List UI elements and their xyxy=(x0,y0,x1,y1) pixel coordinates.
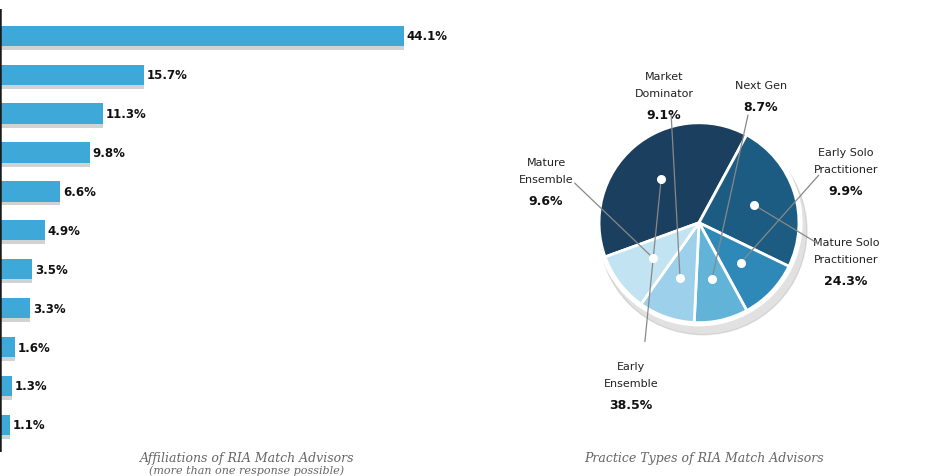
Bar xyxy=(0,261,32,284)
Bar xyxy=(0,221,45,241)
Text: Ensemble: Ensemble xyxy=(604,378,658,388)
Text: 44.1%: 44.1% xyxy=(406,30,447,43)
Text: 9.6%: 9.6% xyxy=(528,195,563,208)
Bar xyxy=(0,298,30,318)
Text: 6.6%: 6.6% xyxy=(63,186,96,198)
Bar xyxy=(0,67,144,89)
Text: 8.7%: 8.7% xyxy=(744,100,778,114)
Text: 24.3%: 24.3% xyxy=(824,275,868,288)
Text: Practitioner: Practitioner xyxy=(814,165,878,175)
Wedge shape xyxy=(694,223,747,323)
Bar xyxy=(0,104,103,124)
Text: 9.8%: 9.8% xyxy=(92,147,125,159)
Bar xyxy=(0,28,404,50)
Text: Mature: Mature xyxy=(527,158,566,168)
Text: 11.3%: 11.3% xyxy=(106,108,147,121)
Wedge shape xyxy=(699,223,789,311)
Text: 15.7%: 15.7% xyxy=(146,69,187,82)
Text: 9.9%: 9.9% xyxy=(829,185,863,198)
Circle shape xyxy=(596,120,802,326)
Text: 1.3%: 1.3% xyxy=(15,380,48,393)
Bar xyxy=(0,106,103,129)
Bar xyxy=(0,415,10,435)
Text: 3.3%: 3.3% xyxy=(33,302,65,315)
Text: Market: Market xyxy=(645,72,683,82)
Wedge shape xyxy=(699,136,799,267)
Text: 3.5%: 3.5% xyxy=(34,263,67,276)
Text: Ensemble: Ensemble xyxy=(519,175,573,185)
Text: (more than one response possible): (more than one response possible) xyxy=(149,465,345,475)
Text: Practice Types of RIA Match Advisors: Practice Types of RIA Match Advisors xyxy=(583,451,824,464)
Bar xyxy=(0,65,144,86)
Bar xyxy=(0,339,15,361)
Bar xyxy=(0,222,45,245)
Bar xyxy=(0,27,404,47)
Text: 1.6%: 1.6% xyxy=(18,341,50,354)
Text: Affiliations of RIA Match Advisors: Affiliations of RIA Match Advisors xyxy=(140,451,354,464)
Text: 1.1%: 1.1% xyxy=(13,418,46,432)
Wedge shape xyxy=(605,223,699,305)
Wedge shape xyxy=(599,124,747,258)
Bar xyxy=(0,182,61,202)
Bar xyxy=(0,183,61,206)
Bar xyxy=(0,143,89,163)
Bar xyxy=(0,300,30,323)
Bar xyxy=(0,376,12,397)
Text: 9.1%: 9.1% xyxy=(647,109,681,122)
Bar xyxy=(0,416,10,439)
Text: Dominator: Dominator xyxy=(635,89,693,99)
Wedge shape xyxy=(641,223,699,323)
Bar xyxy=(0,145,89,167)
Text: Early Solo: Early Solo xyxy=(818,148,873,158)
Text: 4.9%: 4.9% xyxy=(48,224,80,238)
Bar xyxy=(0,259,32,280)
Ellipse shape xyxy=(599,128,807,335)
Text: Next Gen: Next Gen xyxy=(735,80,787,90)
Text: Early: Early xyxy=(617,361,645,371)
Text: Practitioner: Practitioner xyxy=(814,255,878,265)
Text: Mature Solo: Mature Solo xyxy=(813,238,879,248)
Text: 38.5%: 38.5% xyxy=(610,398,652,411)
Bar xyxy=(0,337,15,357)
Bar xyxy=(0,377,12,400)
